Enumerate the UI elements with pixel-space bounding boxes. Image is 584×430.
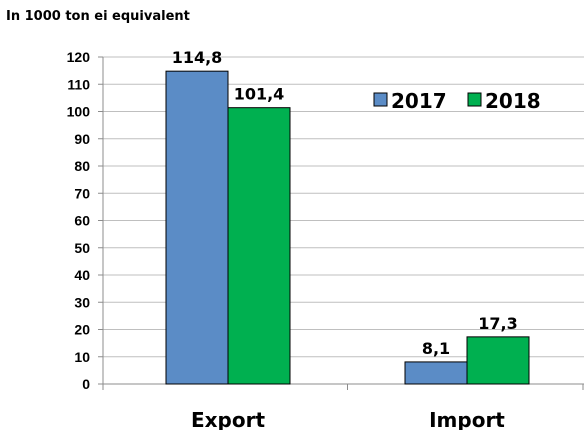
x-category-label: Export <box>191 408 265 430</box>
legend-swatch-2018 <box>467 92 482 107</box>
gridlines <box>103 56 584 358</box>
data-label: 17,3 <box>478 314 517 333</box>
bar-export-2017 <box>165 70 229 385</box>
data-label: 101,4 <box>234 85 285 104</box>
y-tick-label: 0 <box>82 376 90 392</box>
y-tick-label: 120 <box>67 49 91 65</box>
legend-label-2018: 2018 <box>485 89 541 113</box>
bar-import-2017 <box>404 361 468 385</box>
unit-label: In 1000 ton ei equivalent <box>6 9 190 24</box>
y-tick-label: 60 <box>74 213 90 229</box>
bar-export-2018 <box>227 107 291 385</box>
y-tick-label: 20 <box>74 322 90 338</box>
x-category-label: Import <box>429 408 505 430</box>
legend: 2017 2018 <box>373 89 541 113</box>
axes: 0 10 20 30 40 50 60 70 80 90 100 110 120 Export Import <box>67 49 584 430</box>
data-label: 114,8 <box>172 48 223 67</box>
y-tick-label: 70 <box>74 185 90 201</box>
legend-swatch-2017 <box>373 92 388 107</box>
data-label: 8,1 <box>422 339 450 358</box>
legend-label-2017: 2017 <box>391 89 447 113</box>
y-tick-label: 90 <box>74 131 90 147</box>
y-tick-label: 50 <box>74 240 90 256</box>
y-tick-label: 110 <box>67 76 90 92</box>
y-tick-label: 80 <box>74 158 90 174</box>
y-tick-label: 100 <box>67 104 91 120</box>
y-tick-label: 10 <box>74 349 90 365</box>
bar-import-2018 <box>466 336 530 385</box>
y-tick-label: 30 <box>74 294 90 310</box>
data-labels: 114,8 101,4 8,1 17,3 <box>172 48 518 358</box>
bars <box>165 70 530 385</box>
y-tick-label: 40 <box>74 267 90 283</box>
